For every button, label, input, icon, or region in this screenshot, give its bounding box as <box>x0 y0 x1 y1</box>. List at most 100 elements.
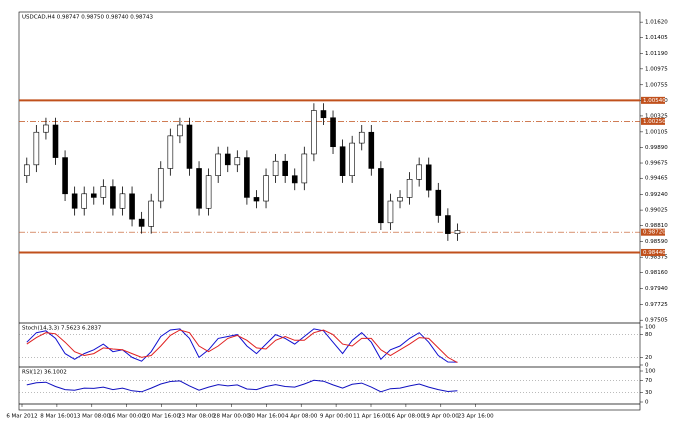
candle-body <box>100 186 107 198</box>
x-tick-label: 9 Apr 00:00 <box>320 414 353 420</box>
candle-body <box>454 230 461 234</box>
candle-body <box>244 157 250 198</box>
candle-body <box>62 157 68 195</box>
y-tick-label: 1.00755 <box>645 82 668 88</box>
candle-body <box>320 110 327 119</box>
y-tick-label: 70 <box>645 378 652 384</box>
level-label: 1.00250 <box>643 119 666 125</box>
candle-body <box>119 193 126 209</box>
candle-body <box>167 135 174 169</box>
indicator-line <box>26 329 458 364</box>
y-tick-label: 0.99465 <box>645 176 668 182</box>
y-tick-label: 30 <box>645 390 652 396</box>
candle-body <box>186 124 193 169</box>
y-tick-label: 0.97725 <box>645 302 668 308</box>
indicator-line <box>26 379 458 393</box>
candle-body <box>425 164 432 191</box>
y-tick-label: 0.98160 <box>645 270 668 276</box>
candle-body <box>445 215 451 234</box>
candle-body <box>358 131 365 144</box>
y-tick-label: 0.98590 <box>645 239 668 245</box>
x-tick-label: 16 Apr 08:00 <box>388 414 424 420</box>
y-tick-label: 1.00325 <box>645 113 668 119</box>
candle-body <box>368 131 375 169</box>
y-tick-label: 0 <box>645 400 649 406</box>
frame <box>18 11 641 411</box>
candle-body <box>349 142 355 176</box>
y-tick-label: 1.00105 <box>645 129 668 135</box>
x-tick-label: 6 Mar 2012 <box>6 414 37 420</box>
candle-body <box>23 164 30 176</box>
x-tick-label: 13 Mar 08:00 <box>73 414 110 420</box>
candle-body <box>397 197 403 202</box>
level-label: 1.00540 <box>643 98 666 104</box>
y-tick-label: 20 <box>645 355 652 361</box>
candle-body <box>263 175 269 202</box>
x-tick-label: 4 Apr 08:00 <box>285 414 318 420</box>
candle-body <box>33 131 40 166</box>
y-tick-label: 0.99890 <box>645 145 668 151</box>
x-tick-label: 28 Mar 00:00 <box>213 414 250 420</box>
x-tick-label: 30 Mar 16:00 <box>248 414 285 420</box>
candle-body <box>291 175 298 184</box>
indicator-title: Stoch(14,3,3) 7.5623 6.2837 <box>22 326 102 332</box>
candle-body <box>339 146 346 176</box>
candle-body <box>387 200 394 224</box>
x-tick-label: 23 Mar 08:00 <box>178 414 215 420</box>
y-tick-label: 0.99675 <box>645 161 668 167</box>
y-tick-label: 1.01620 <box>645 20 668 26</box>
x-tick-label: 8 Mar 16:00 <box>40 414 74 420</box>
level-label: 0.98720 <box>643 230 666 236</box>
candle-body <box>272 160 279 176</box>
candle-body <box>311 110 317 155</box>
candle-body <box>282 160 288 176</box>
y-tick-label: 80 <box>645 332 652 338</box>
candle-body <box>157 168 164 202</box>
y-tick-label: 0.99240 <box>645 192 668 198</box>
y-tick-label: 1.01190 <box>645 51 668 57</box>
x-tick-label: 19 Apr 00:00 <box>423 414 459 420</box>
x-tick-label: 23 Apr 16:00 <box>458 414 494 420</box>
level-label-box <box>641 96 665 104</box>
candle-body <box>110 186 116 209</box>
candle-body <box>129 193 135 220</box>
candle-body <box>253 197 260 202</box>
candle-body <box>435 189 442 216</box>
candle-body <box>330 117 336 148</box>
level-label-box <box>641 248 665 256</box>
candle-body <box>177 124 183 137</box>
candle-body <box>215 153 221 176</box>
candle-body <box>301 153 308 184</box>
y-tick-label: 100 <box>645 325 656 331</box>
level-label: 0.98440 <box>643 250 666 256</box>
candle-body <box>52 124 59 158</box>
x-tick-label: 11 Apr 16:00 <box>353 414 389 420</box>
candle-body <box>138 218 145 227</box>
candle-body <box>416 164 422 180</box>
candle-body <box>378 168 384 224</box>
y-tick-label: 1.00975 <box>645 66 668 72</box>
x-tick-label: 20 Mar 16:00 <box>143 414 180 420</box>
candle-body <box>196 168 202 209</box>
candle-body <box>71 193 78 209</box>
candle-body <box>234 157 241 166</box>
y-tick-label: 100 <box>645 369 656 375</box>
x-tick-label: 16 Mar 00:00 <box>108 414 145 420</box>
y-tick-label: 0.97940 <box>645 286 668 292</box>
chart-title: USDCAD,H4 0.98747 0.98750 0.98740 0.9874… <box>22 15 153 21</box>
y-tick-label: 0.98810 <box>645 223 668 229</box>
indicator-title: RSI(12) 36.1002 <box>22 370 67 376</box>
candle-body <box>148 200 154 227</box>
candle-body <box>81 193 88 209</box>
level-label-box <box>641 228 665 236</box>
candle-body <box>205 175 212 209</box>
candle-body <box>406 179 413 198</box>
y-tick-label: 1.01405 <box>645 35 668 41</box>
y-tick-label: 0 <box>645 363 649 369</box>
y-tick-label: 0.97505 <box>645 318 668 324</box>
candle-body <box>43 124 49 133</box>
y-tick-label: 0.99025 <box>645 208 668 214</box>
candle-body <box>224 153 231 166</box>
candle-body <box>90 193 97 198</box>
